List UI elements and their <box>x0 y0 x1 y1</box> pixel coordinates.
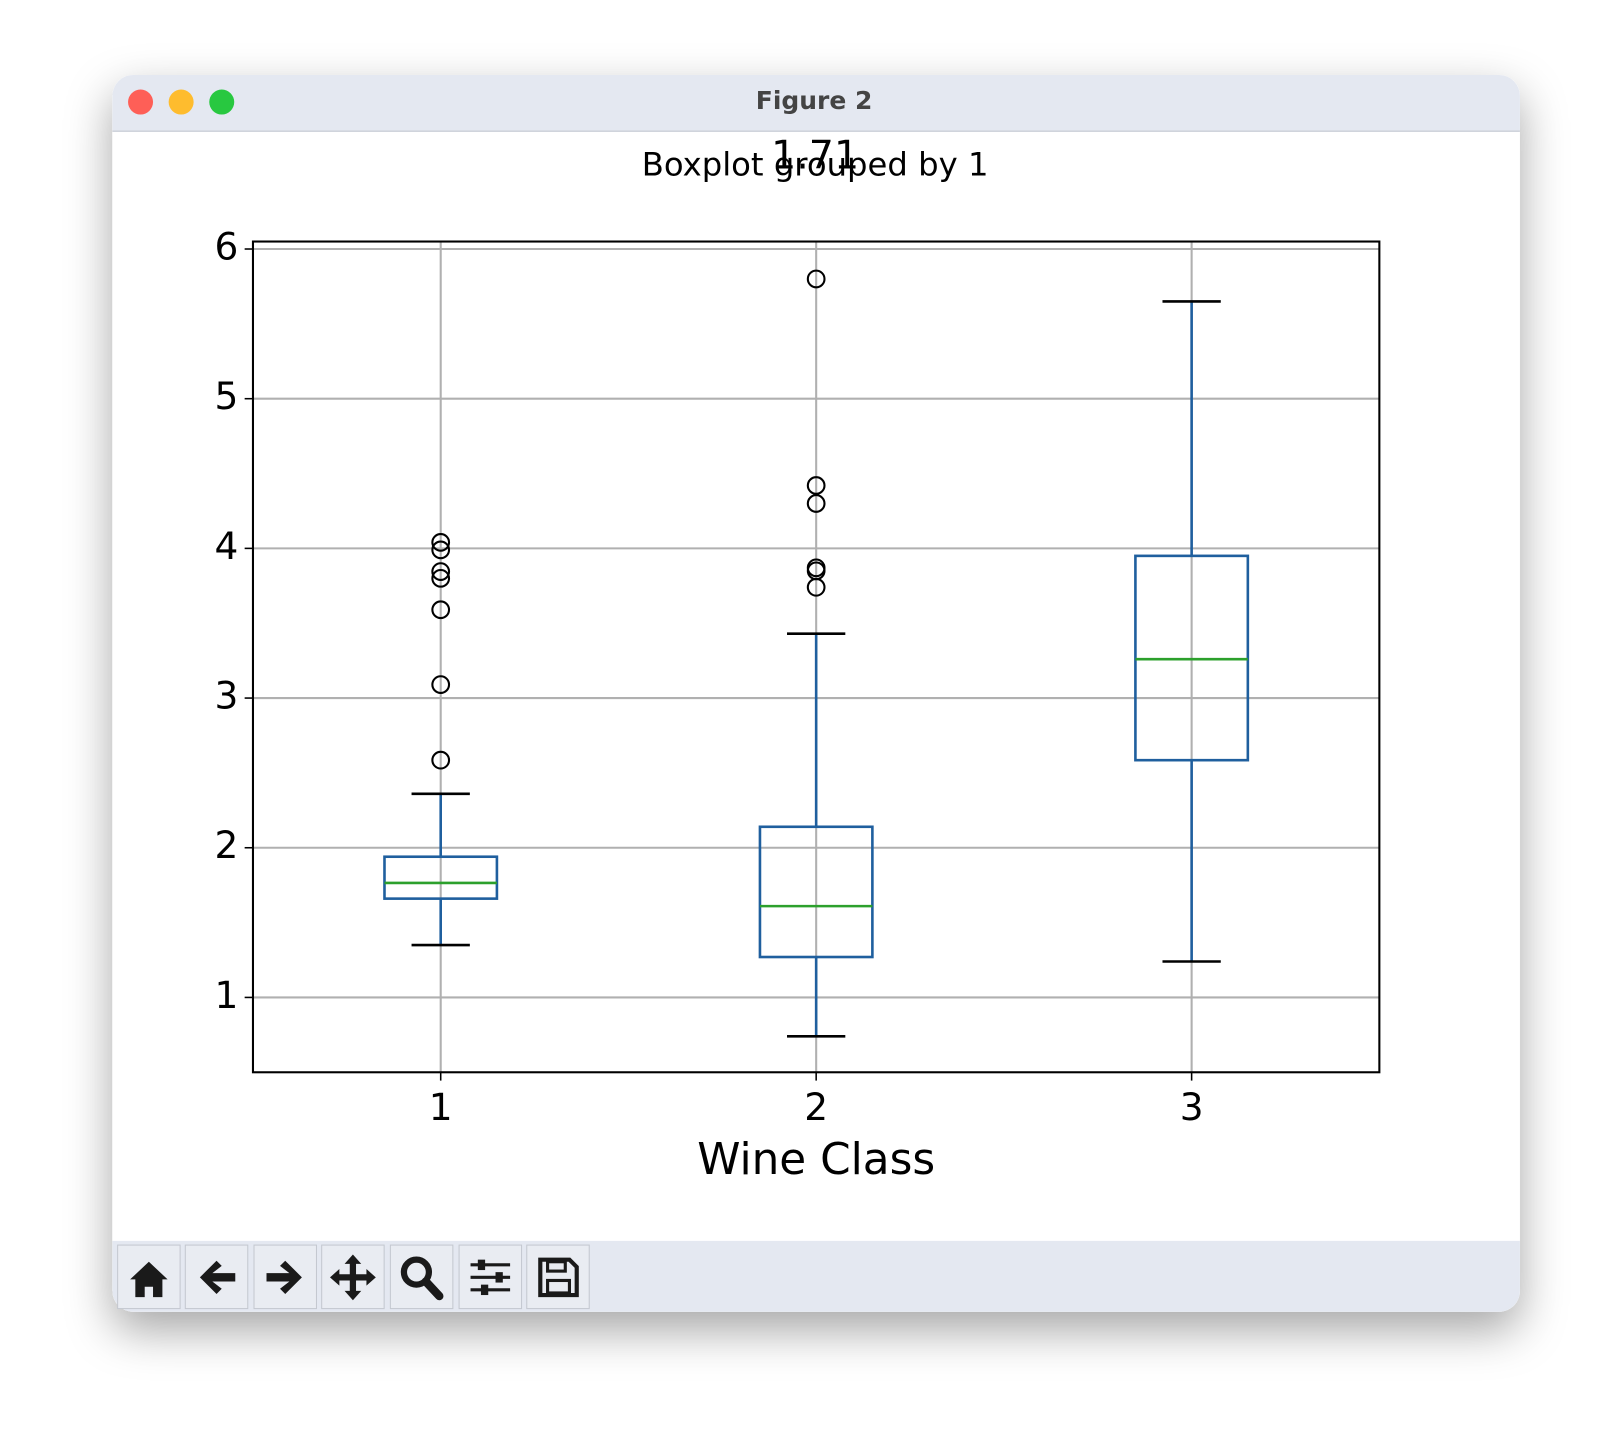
minimize-button[interactable] <box>168 89 194 115</box>
save-icon-label <box>546 1260 567 1273</box>
pan-icon <box>330 1254 376 1301</box>
flier <box>431 675 451 694</box>
y-tick-label: 3 <box>215 674 239 718</box>
flier <box>431 540 451 560</box>
save-icon-slot <box>546 1278 572 1295</box>
toolbar-buttons <box>117 1244 590 1310</box>
flier <box>431 568 451 588</box>
box <box>758 825 874 959</box>
y-tick-label: 1 <box>215 973 239 1017</box>
flier <box>431 750 451 770</box>
flier <box>806 269 826 289</box>
box <box>383 855 499 900</box>
configure-icon <box>470 1259 511 1296</box>
x-tick-label: 3 <box>1180 1085 1204 1129</box>
plot-frame <box>251 240 1381 1074</box>
y-tick-label: 2 <box>215 823 239 867</box>
flier <box>431 600 451 620</box>
y-tick-label: 6 <box>215 225 239 269</box>
chart-title: 1.71 <box>771 133 859 179</box>
zoom-icon-handle <box>421 1277 444 1301</box>
y-tick-label: 4 <box>215 524 239 568</box>
window: Figure 2 Boxplot grouped by 1 <box>112 74 1520 1312</box>
flier <box>806 558 826 578</box>
save-icon <box>538 1257 579 1298</box>
save-button[interactable] <box>526 1244 590 1310</box>
window-title: Figure 2 <box>756 86 873 115</box>
x-axis-label: Wine Class <box>697 1134 935 1185</box>
home-button[interactable] <box>117 1244 181 1310</box>
x-tick-label: 1 <box>429 1085 453 1129</box>
y-tick-label: 5 <box>215 374 239 418</box>
title-bar <box>112 74 1520 132</box>
x-tick-label: 2 <box>804 1085 828 1129</box>
zoom-icon-lens <box>400 1256 433 1288</box>
back-icon <box>199 1260 236 1295</box>
close-button[interactable] <box>128 89 154 115</box>
zoom-tool-button[interactable] <box>389 1244 454 1310</box>
flier <box>431 533 451 552</box>
home-icon <box>130 1261 168 1298</box>
flier <box>431 562 451 581</box>
chart: Boxplot grouped by 1 1.71 Wine Class 1 2 3… <box>215 133 1381 1185</box>
flier <box>806 476 826 495</box>
zoom-button[interactable] <box>209 89 235 115</box>
forward-icon <box>266 1260 302 1295</box>
chart-suptitle: Boxplot grouped by 1 <box>642 146 989 184</box>
flier <box>806 494 826 513</box>
